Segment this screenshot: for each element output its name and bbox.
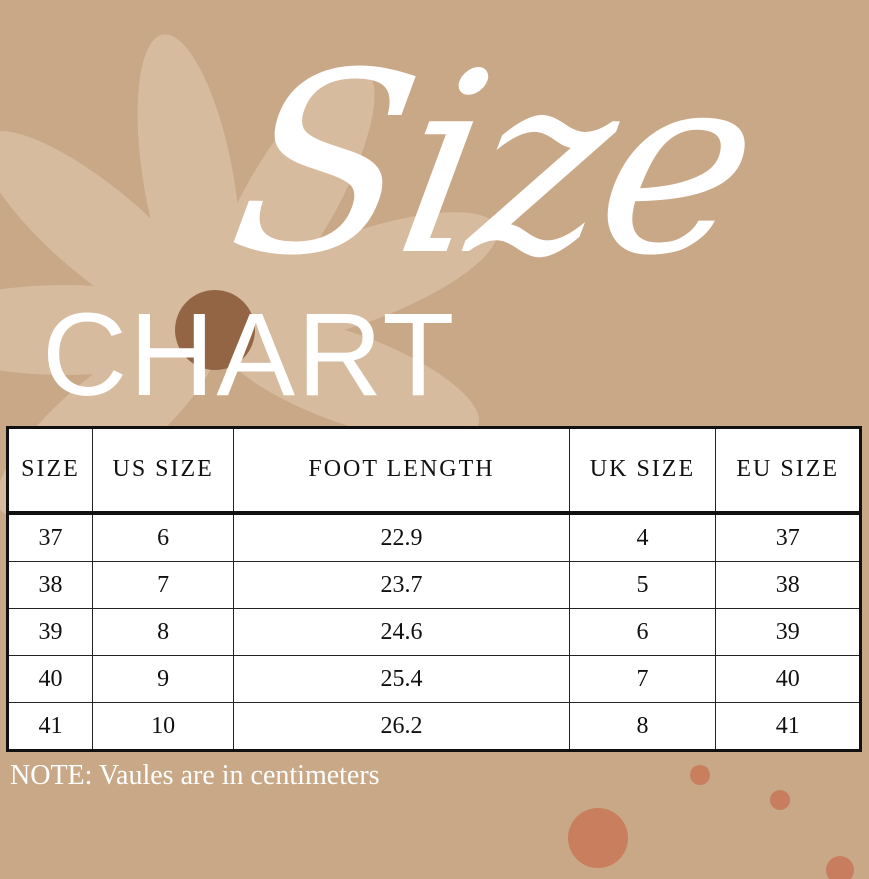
table-cell: 5: [568, 561, 717, 609]
table-cell: 40: [7, 655, 93, 703]
header-foot-length: FOOT LENGTH: [233, 427, 570, 515]
header-us-size: US SIZE: [91, 427, 235, 515]
table-cell: 39: [715, 608, 861, 656]
table-row: 40 9 25.4 7 40: [7, 655, 861, 703]
table-cell: 38: [715, 561, 861, 609]
table-cell: 4: [568, 512, 717, 562]
table-cell: 7: [568, 655, 717, 703]
table-cell: 26.2: [233, 702, 570, 751]
note-text: NOTE: Vaules are in centimeters: [10, 760, 380, 791]
header-eu-size: EU SIZE: [715, 427, 861, 515]
table-cell: 7: [91, 561, 235, 609]
table-cell: 9: [91, 655, 235, 703]
title-script: Size: [214, 19, 773, 310]
table-cell: 39: [7, 608, 93, 656]
table-row: 37 6 22.9 4 37: [7, 512, 861, 562]
table-header-row: SIZE US SIZE FOOT LENGTH UK SIZE EU SIZE: [7, 427, 861, 515]
table-cell: 25.4: [233, 655, 570, 703]
table-cell: 23.7: [233, 561, 570, 609]
table-cell: 37: [715, 512, 861, 562]
table-row: 38 7 23.7 5 38: [7, 561, 861, 609]
table-cell: 41: [715, 702, 861, 751]
table-cell: 8: [91, 608, 235, 656]
table-cell: 10: [91, 702, 235, 751]
header-uk-size: UK SIZE: [568, 427, 717, 515]
table-cell: 41: [7, 702, 93, 751]
table-row: 41 10 26.2 8 41: [7, 702, 861, 751]
size-table: SIZE US SIZE FOOT LENGTH UK SIZE EU SIZE…: [6, 426, 862, 752]
table-cell: 40: [715, 655, 861, 703]
table-cell: 38: [7, 561, 93, 609]
table-row: 39 8 24.6 6 39: [7, 608, 861, 656]
table-cell: 6: [91, 512, 235, 562]
table-cell: 37: [7, 512, 93, 562]
title-block: CHART: [42, 289, 457, 421]
header-size: SIZE: [7, 427, 93, 515]
table-cell: 24.6: [233, 608, 570, 656]
table-cell: 6: [568, 608, 717, 656]
table-cell: 8: [568, 702, 717, 751]
table-cell: 22.9: [233, 512, 570, 562]
